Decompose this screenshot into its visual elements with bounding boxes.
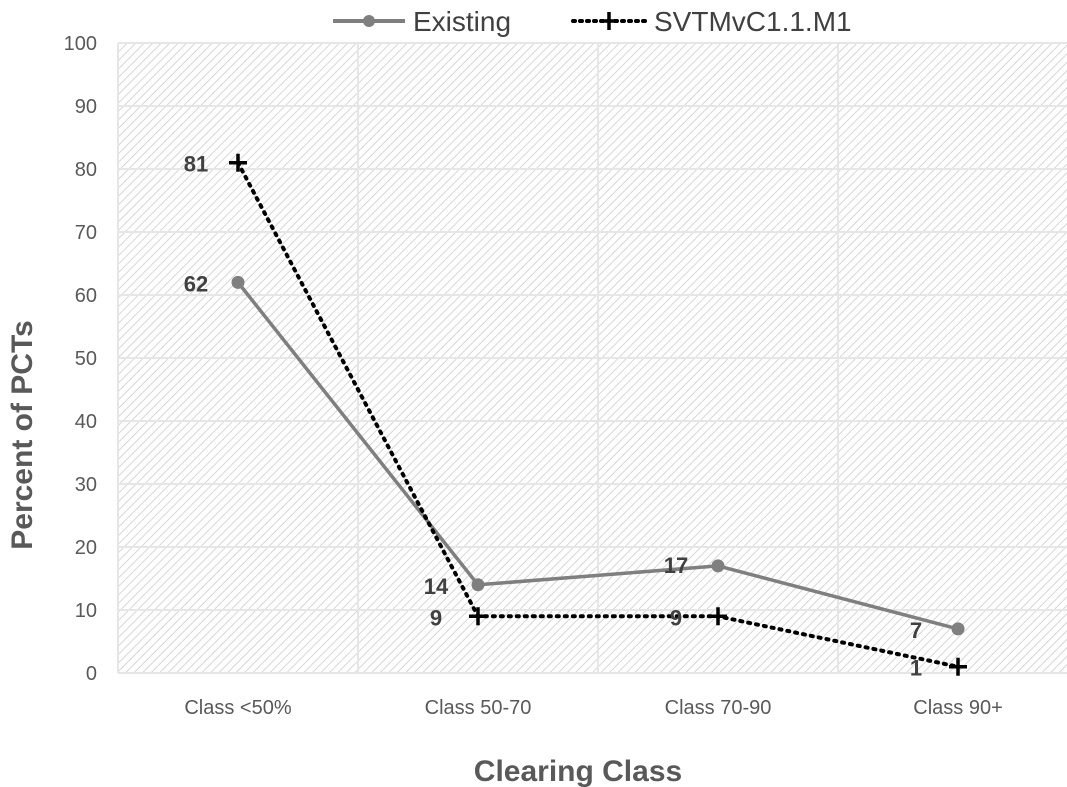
y-tick-label: 10 — [75, 600, 97, 622]
data-label: 7 — [910, 618, 922, 643]
y-tick-label: 100 — [64, 33, 97, 55]
y-tick-label: 30 — [75, 474, 97, 496]
series-point-1 — [709, 607, 727, 626]
y-tick-label: 50 — [75, 348, 97, 370]
data-label: 17 — [664, 553, 688, 578]
y-tick-label: 70 — [75, 222, 97, 244]
gridlines — [117, 42, 1067, 674]
series-point-1 — [229, 153, 247, 172]
series-point-1 — [949, 657, 967, 676]
x-axis-title: Clearing Class — [474, 755, 682, 787]
data-label: 1 — [910, 656, 922, 681]
series-point-0 — [711, 559, 725, 573]
data-label: 62 — [184, 271, 208, 296]
series-point-1 — [469, 607, 487, 626]
y-tick-label: 80 — [75, 159, 97, 181]
y-tick-label: 90 — [75, 96, 97, 118]
legend-label-existing: Existing — [413, 6, 511, 37]
y-tick-labels: 0 10 20 30 40 50 60 70 80 90 100 — [64, 33, 97, 685]
series-line-1 — [236, 160, 960, 669]
series-point-0 — [231, 275, 245, 289]
x-tick-label: Class 90+ — [913, 697, 1003, 719]
legend: Existing SVTMvC1.1.M1 — [333, 6, 852, 37]
y-tick-label: 60 — [75, 285, 97, 307]
data-labels: 62 14 17 7 81 9 9 1 — [184, 152, 922, 681]
y-tick-label: 20 — [75, 537, 97, 559]
series-layer — [229, 153, 967, 676]
y-axis-title: Percent of PCTs — [6, 320, 39, 550]
legend-item-svtm: SVTMvC1.1.M1 — [571, 6, 852, 37]
x-tick-label: Class 70-90 — [665, 697, 772, 719]
x-category-labels: Class <50% Class 50-70 Class 70-90 Class 90… — [184, 697, 1002, 719]
y-tick-label: 40 — [75, 411, 97, 433]
legend-marker-svtm — [600, 12, 618, 30]
data-label: 9 — [670, 605, 682, 630]
data-label: 81 — [184, 152, 208, 177]
series-line-0 — [236, 281, 959, 631]
series-point-0 — [471, 578, 485, 592]
data-label: 9 — [430, 605, 442, 630]
y-tick-label: 0 — [86, 663, 97, 685]
series-point-0 — [951, 622, 965, 636]
data-label: 14 — [424, 574, 449, 599]
x-tick-label: Class <50% — [184, 697, 291, 719]
legend-marker-existing — [363, 15, 375, 27]
legend-item-existing: Existing — [333, 6, 511, 37]
legend-label-svtm: SVTMvC1.1.M1 — [654, 6, 852, 37]
x-tick-label: Class 50-70 — [425, 697, 532, 719]
